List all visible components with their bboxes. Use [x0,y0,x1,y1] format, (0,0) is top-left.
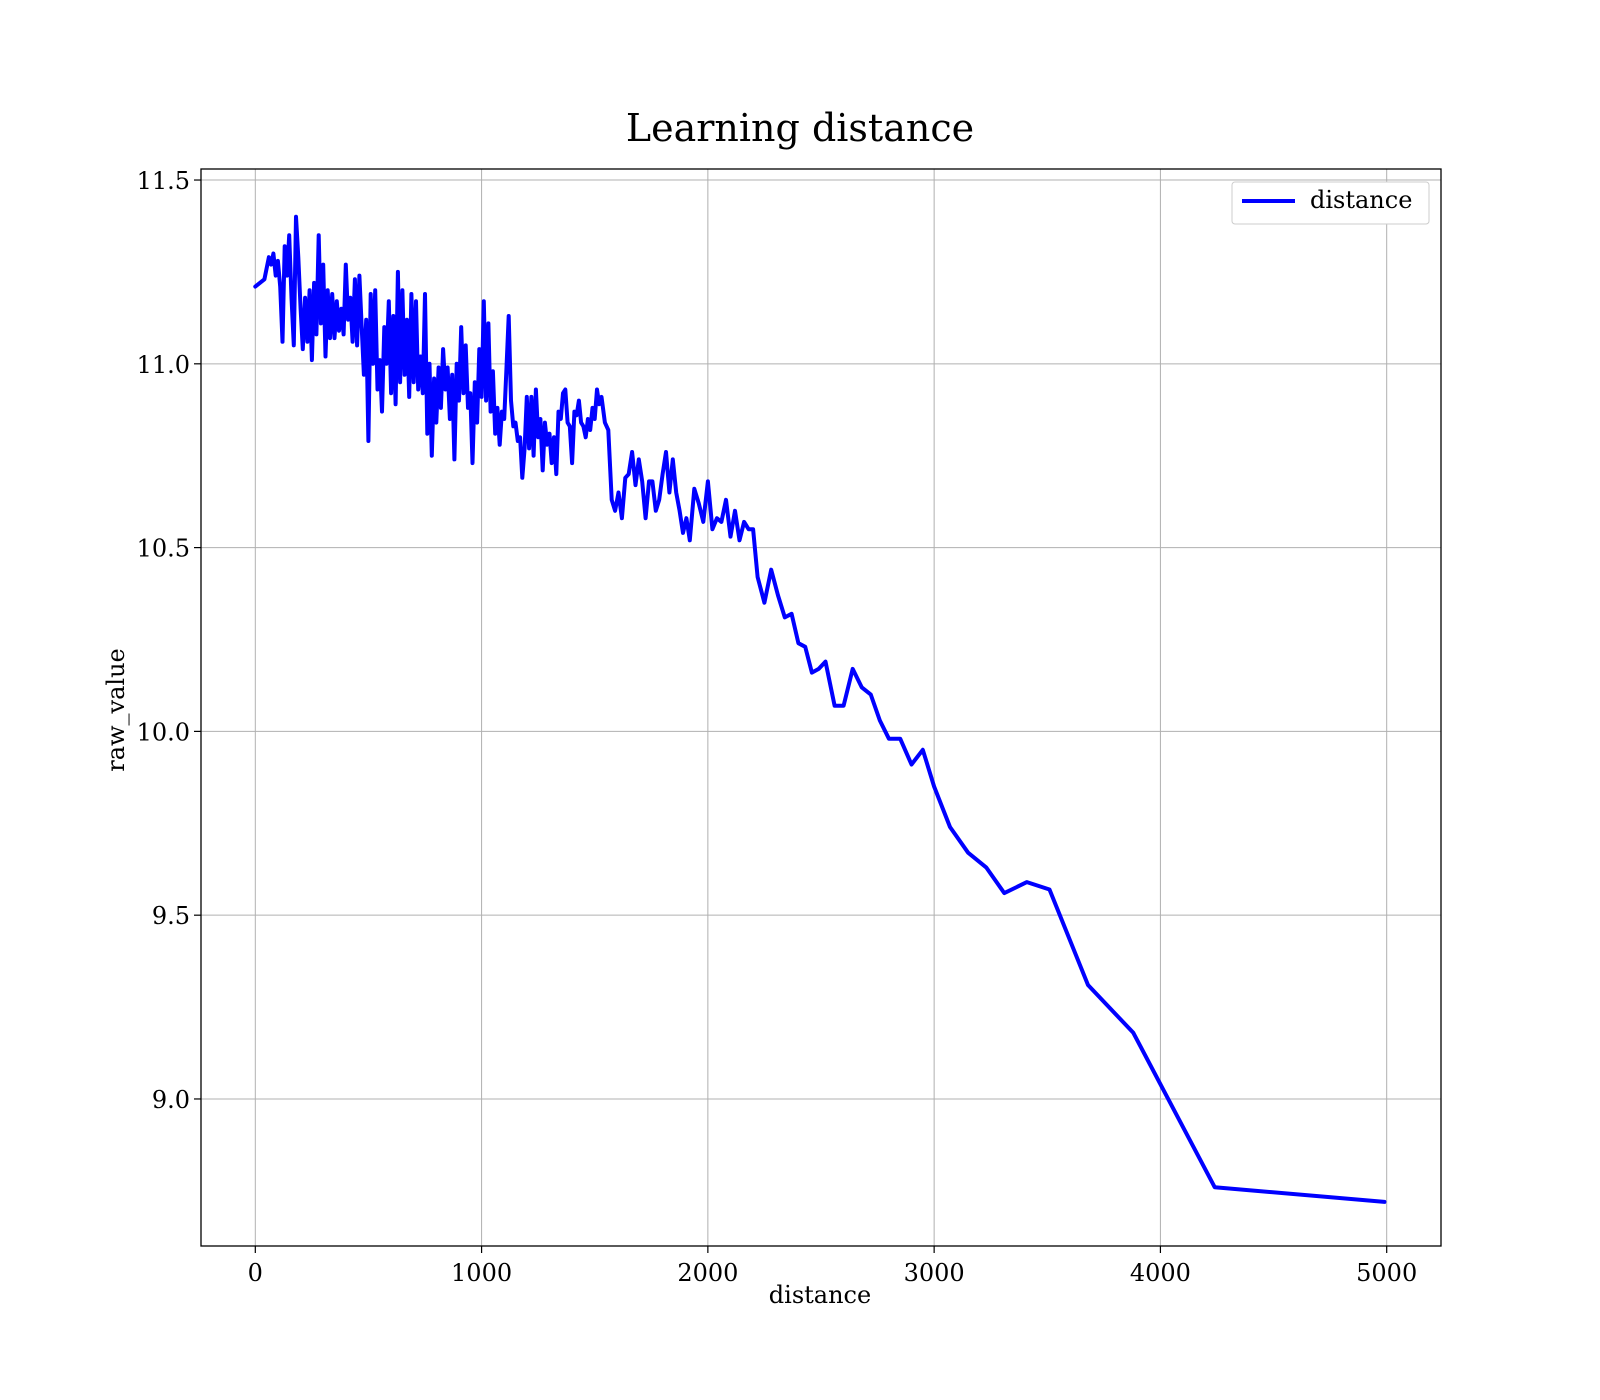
legend-box [1231,181,1430,225]
x-tick-label: 2000 [677,1259,738,1287]
legend-label: distance [1310,186,1412,214]
y-tick-label: 11.0 [137,351,190,379]
x-tick-label: 5000 [1356,1259,1417,1287]
x-tick-label: 3000 [904,1259,965,1287]
series-line-distance [253,214,1387,1204]
y-tick-label: 9.5 [152,902,190,930]
x-tick-label: 1000 [451,1259,512,1287]
plot-area [253,214,1387,1204]
plot-frame [200,168,1442,1247]
x-tick-label: 0 [248,1259,263,1287]
y-tick-label: 11.5 [137,167,190,195]
legend: distance [1231,181,1430,225]
y-tick-label: 9.0 [152,1086,190,1114]
axis-ticks: 0 1000 2000 3000 4000 5000 9.0 9.5 10.0 10.5 11.0 1… [137,167,1418,1287]
x-tick-label: 4000 [1130,1259,1191,1287]
y-tick-label: 10.5 [137,535,190,563]
x-axis-label: distance [769,1281,871,1309]
y-tick-label: 10.0 [137,718,190,746]
y-axis-label: raw_value [102,648,130,772]
chart-title: Learning distance [626,106,974,150]
